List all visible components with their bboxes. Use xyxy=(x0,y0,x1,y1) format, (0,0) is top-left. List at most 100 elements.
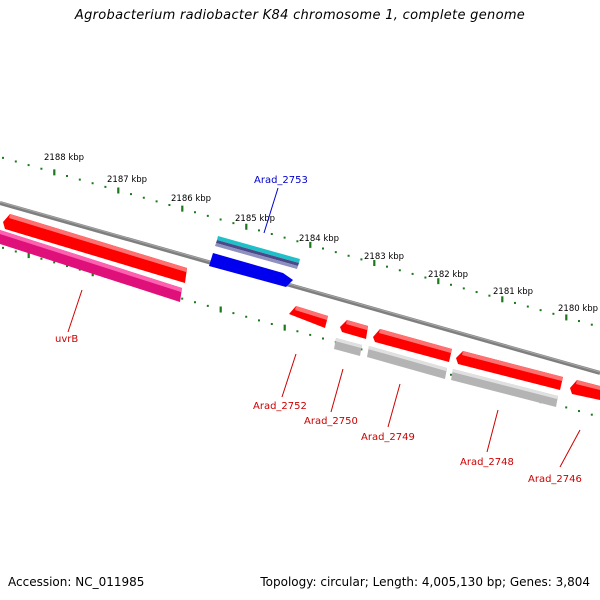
genome-summary-text: Topology: circular; Length: 4,005,130 bp… xyxy=(260,575,590,589)
major-tick xyxy=(283,324,286,331)
minor-tick xyxy=(347,254,350,257)
scale-label: 2182 kbp xyxy=(428,270,468,280)
minor-tick xyxy=(181,297,184,300)
minor-tick xyxy=(66,174,68,177)
scale-label: 2186 kbp xyxy=(171,194,211,204)
gene-red-arad-2749-region[interactable] xyxy=(373,329,452,362)
minor-tick xyxy=(334,251,337,254)
gene-red-small[interactable] xyxy=(340,320,368,339)
gene-uvrb-feature[interactable] xyxy=(0,230,182,302)
scale-label: 2183 kbp xyxy=(364,252,404,262)
minor-tick xyxy=(130,193,132,196)
minor-tick xyxy=(514,301,516,304)
gene-arad-2752-feature[interactable] xyxy=(289,306,328,328)
gene-label-uvrb[interactable]: uvrB xyxy=(55,334,78,345)
gene-gray-arad-2749[interactable] xyxy=(367,346,447,379)
minor-tick xyxy=(232,222,235,225)
minor-tick xyxy=(66,264,68,267)
scale-label: 2188 kbp xyxy=(44,153,84,163)
minor-tick xyxy=(78,178,81,181)
minor-tick xyxy=(194,301,196,304)
minor-tick xyxy=(155,200,158,203)
minor-tick xyxy=(40,257,43,260)
leader-line-arad-2752 xyxy=(281,353,297,398)
gene-arad-2750-feature[interactable] xyxy=(334,338,362,356)
minor-tick xyxy=(450,373,452,376)
minor-tick xyxy=(590,413,593,416)
chromosome-backbone xyxy=(0,201,600,375)
gene-gray-arad-2748[interactable] xyxy=(451,369,558,407)
minor-tick xyxy=(206,214,209,217)
gene-blue-arrow[interactable] xyxy=(209,253,293,287)
minor-tick xyxy=(552,312,555,315)
scale-label: 2185 kbp xyxy=(235,214,275,224)
minor-tick xyxy=(565,406,568,409)
scale-label: 2184 kbp xyxy=(299,234,339,244)
minor-tick xyxy=(539,309,542,312)
scale-labels: 2188 kbp 2187 kbp 2186 kbp 2185 kbp 2184… xyxy=(44,153,598,314)
minor-tick xyxy=(462,287,465,290)
gene-arad-2753-feature[interactable] xyxy=(215,236,300,269)
minor-tick xyxy=(296,330,299,333)
minor-tick xyxy=(360,348,363,351)
scale-label: 2181 kbp xyxy=(493,287,533,297)
minor-tick xyxy=(2,156,4,159)
minor-tick xyxy=(168,203,171,206)
major-tick xyxy=(309,241,312,248)
major-tick xyxy=(219,306,222,313)
minor-tick xyxy=(590,323,593,326)
gene-label-arad-2752[interactable]: Arad_2752 xyxy=(253,401,307,412)
minor-tick xyxy=(206,304,209,307)
major-tick xyxy=(117,187,120,194)
gene-label-arad-2749[interactable]: Arad_2749 xyxy=(361,432,415,443)
minor-tick xyxy=(424,276,427,279)
minor-tick xyxy=(296,240,299,243)
gene-red-right-edge[interactable] xyxy=(570,380,600,400)
gene-label-arad-2750[interactable]: Arad_2750 xyxy=(304,416,358,427)
minor-tick xyxy=(322,337,324,340)
minor-tick xyxy=(232,312,235,315)
minor-tick xyxy=(398,269,401,272)
minor-tick xyxy=(270,233,273,236)
minor-tick xyxy=(283,236,286,239)
gene-red-arad-2748-region[interactable] xyxy=(456,351,563,390)
gene-red-long-left[interactable] xyxy=(3,214,187,283)
scale-label: 2187 kbp xyxy=(107,175,147,185)
major-tick xyxy=(27,252,30,259)
minor-tick xyxy=(27,164,30,167)
minor-tick xyxy=(219,218,222,221)
minor-tick xyxy=(104,185,107,188)
major-tick xyxy=(53,169,56,176)
minor-tick xyxy=(258,229,260,232)
major-tick xyxy=(373,260,376,267)
minor-tick xyxy=(309,333,312,336)
gene-label-arad-2753[interactable]: Arad_2753 xyxy=(254,175,308,186)
minor-tick xyxy=(322,247,324,250)
minor-tick xyxy=(526,305,529,308)
minor-tick xyxy=(386,265,388,268)
minor-tick xyxy=(14,250,17,253)
minor-tick xyxy=(91,182,94,185)
minor-tick xyxy=(194,211,196,214)
major-tick xyxy=(501,296,504,303)
minor-tick xyxy=(258,319,260,322)
map-title: Agrobacterium radiobacter K84 chromosome… xyxy=(74,8,526,23)
scale-label: 2180 kbp xyxy=(558,304,598,314)
minor-tick xyxy=(14,160,17,163)
gene-label-arad-2746[interactable]: Arad_2746 xyxy=(528,474,582,485)
leader-line-arad-2753 xyxy=(263,187,279,234)
major-tick xyxy=(181,205,184,212)
minor-tick xyxy=(142,196,145,199)
major-tick xyxy=(565,314,568,321)
gene-label-arad-2748[interactable]: Arad_2748 xyxy=(460,457,514,468)
leader-line-arad-2749 xyxy=(387,383,401,428)
upper-tick-track xyxy=(2,156,593,326)
minor-tick xyxy=(450,283,452,286)
major-tick xyxy=(437,278,440,285)
leader-line-arad-2750 xyxy=(330,368,344,413)
minor-tick xyxy=(578,320,580,323)
leader-line-arad-2748 xyxy=(486,409,499,453)
major-tick xyxy=(245,223,248,230)
leader-line-arad-2746 xyxy=(559,429,581,468)
